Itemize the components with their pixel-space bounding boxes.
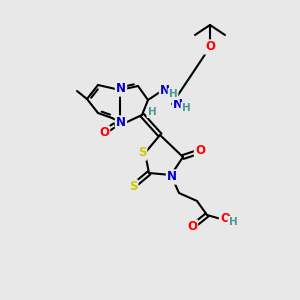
Text: S: S [129, 181, 137, 194]
Text: N: N [160, 83, 170, 97]
Text: H: H [169, 89, 177, 99]
Text: O: O [195, 143, 205, 157]
Text: H: H [148, 107, 156, 117]
Text: N: N [167, 170, 177, 184]
Text: N: N [173, 98, 183, 110]
Text: O: O [220, 212, 230, 226]
Text: O: O [99, 127, 109, 140]
Text: O: O [205, 40, 215, 53]
Text: N: N [116, 116, 126, 130]
Text: H: H [182, 103, 190, 113]
Text: H: H [229, 217, 237, 227]
Text: O: O [187, 220, 197, 233]
Text: S: S [138, 146, 146, 160]
Text: N: N [116, 82, 126, 95]
